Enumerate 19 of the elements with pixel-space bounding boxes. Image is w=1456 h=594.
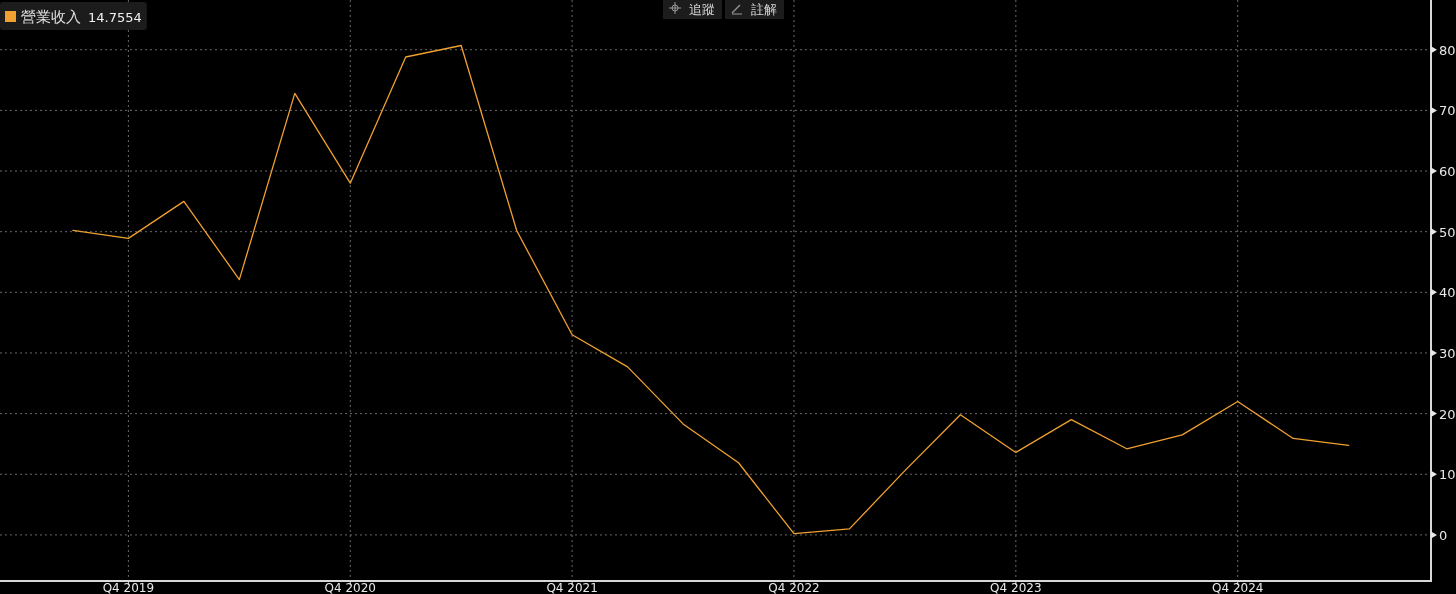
legend-label: 營業收入 xyxy=(21,8,81,26)
x-tick-label: Q4 2020 xyxy=(324,581,376,594)
x-tick-label: Q4 2022 xyxy=(768,581,820,594)
x-tick-label: Q4 2024 xyxy=(1211,581,1264,594)
annotation: 註解 xyxy=(751,2,777,17)
annotation: 14.7554 xyxy=(88,10,142,25)
y-tick-label: 0 xyxy=(1439,527,1448,543)
annotation: 追蹤 xyxy=(689,2,715,17)
x-tick-label: Q4 2021 xyxy=(546,581,598,594)
y-tick-label: 50 xyxy=(1439,224,1456,240)
y-tick-label: 80 xyxy=(1439,42,1456,58)
y-tick-label: 40 xyxy=(1439,285,1456,301)
x-tick-label: Q4 2019 xyxy=(102,581,155,594)
y-tick-label: 30 xyxy=(1439,345,1456,361)
y-tick-label: 70 xyxy=(1439,103,1456,119)
y-tick-label: 60 xyxy=(1439,164,1456,180)
y-tick-label: 20 xyxy=(1439,406,1456,422)
y-tick-label: 10 xyxy=(1439,467,1456,483)
x-tick-label: Q4 2023 xyxy=(990,581,1042,594)
